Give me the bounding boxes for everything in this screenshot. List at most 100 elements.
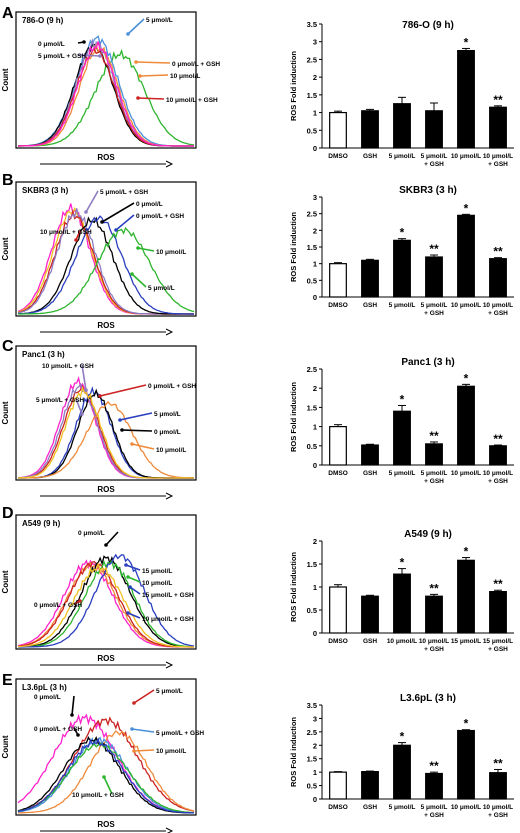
y-tick-label: 1.5	[307, 755, 317, 764]
label-arrow	[103, 776, 113, 795]
category-label: + GSH	[488, 310, 508, 317]
bar	[361, 259, 379, 298]
y-tick-label: 0	[313, 461, 317, 470]
label-arrow	[131, 273, 147, 288]
bar-title: Panc1 (3 h)	[401, 357, 454, 368]
significance-mark: *	[400, 392, 405, 406]
histogram-frame	[15, 514, 197, 650]
y-tick-label: 1.5	[307, 403, 317, 412]
flow-histogram: 786-O (9 h) 5 μmol/L 0 μmol/L 5 μmol/L + GS…	[1, 11, 220, 168]
label-arrow	[71, 695, 75, 716]
category-label: 5 μmol/L	[389, 153, 416, 160]
category-label: 10 μmol/L	[483, 804, 513, 811]
ros-arrow-head	[165, 160, 174, 168]
histogram-curve	[18, 226, 195, 315]
label-arrow-head	[82, 40, 86, 44]
bar	[329, 771, 347, 800]
category-label: + GSH	[488, 478, 508, 485]
bar-title: SKBR3 (3 h)	[399, 185, 457, 196]
bar-title: A549 (9 h)	[404, 529, 452, 540]
ros-arrow-head	[165, 492, 174, 500]
label-arrow-head	[100, 220, 104, 224]
histogram-xlabel: ROS	[97, 321, 115, 330]
histogram-curve	[17, 215, 194, 315]
category-label: GSH	[363, 470, 377, 477]
bar	[425, 595, 443, 634]
bar	[457, 729, 475, 800]
label-arrow	[131, 728, 155, 733]
category-label: GSH	[363, 302, 377, 309]
category-label: 5 μmol/L	[421, 153, 448, 160]
bar	[393, 573, 411, 634]
y-tick-label: 2.5	[307, 55, 317, 64]
label-arrow-head	[128, 585, 132, 589]
label-arrow	[99, 384, 147, 397]
y-tick-label: 3.5	[307, 20, 317, 29]
histogram-label: 10 μmol/L	[156, 249, 186, 256]
label-arrow-head	[138, 74, 142, 78]
histogram-label: 10 μmol/L	[156, 447, 186, 454]
y-tick-label: 2	[313, 537, 317, 546]
y-tick-label: 0.5	[307, 606, 317, 615]
category-label: + GSH	[488, 161, 508, 168]
histogram-label: 0 μmol/L + GSH	[34, 726, 82, 733]
category-label: + GSH	[488, 646, 508, 653]
label-arrow	[75, 398, 83, 415]
category-label: DMSO	[328, 302, 348, 309]
ros-arrow-head	[165, 827, 174, 833]
histogram-label: 5 μmol/L + GSH	[36, 397, 84, 404]
category-label: 10 μmol/L	[451, 302, 481, 309]
category-label: DMSO	[328, 470, 348, 477]
label-arrow	[85, 190, 99, 213]
label-arrow-head	[84, 388, 88, 392]
label-arrow-head	[76, 733, 80, 737]
category-label: + GSH	[488, 812, 508, 819]
label-arrow	[105, 531, 119, 546]
histogram-xlabel: ROS	[97, 485, 115, 494]
label-arrow-head	[130, 727, 134, 731]
bar	[489, 772, 507, 800]
bar-ylabel: ROS Fold induction	[289, 552, 298, 622]
label-arrow	[125, 564, 141, 571]
panel-e: E L3.6pL (3 h) 0 μmol/L 5 μmol/L 0 μmol/L + …	[1, 672, 514, 833]
category-label: 5 μmol/L	[421, 804, 448, 811]
y-tick-label: 0.5	[307, 782, 317, 791]
significance-mark: *	[464, 545, 469, 559]
label-arrow	[129, 586, 141, 595]
histogram-label: 0 μmol/L + GSH	[172, 61, 220, 68]
label-arrow-head	[130, 442, 134, 446]
label-arrow	[127, 18, 145, 35]
label-arrow-head	[132, 749, 136, 753]
histogram-label: 15 μmol/L + GSH	[142, 592, 194, 599]
ros-arrow-head	[165, 328, 174, 336]
bar	[329, 586, 347, 634]
y-tick-label: 3.5	[307, 701, 317, 710]
bar	[425, 443, 443, 466]
category-label: GSH	[363, 804, 377, 811]
bar	[457, 559, 475, 634]
bar-ylabel: ROS Fold induction	[289, 51, 298, 121]
histogram-curve	[17, 560, 194, 648]
bar	[329, 426, 347, 466]
significance-mark: **	[493, 432, 503, 446]
significance-mark: *	[464, 717, 469, 731]
significance-mark: **	[429, 759, 439, 773]
histogram-xlabel: ROS	[97, 153, 115, 162]
significance-mark: **	[493, 577, 503, 591]
histogram-label: 5 μmol/L	[154, 411, 181, 418]
category-label: 5 μmol/L	[421, 302, 448, 309]
bar-chart: A549 (9 h) 0 0.5 1 1.5 2 ROS Fold induction DMS…	[289, 529, 514, 653]
histogram-title: SKBR3 (3 h)	[22, 186, 69, 195]
bar	[489, 106, 507, 149]
histogram-title: 786-O (9 h)	[22, 16, 64, 25]
significance-mark: **	[493, 93, 503, 107]
category-label: 10 μmol/L	[387, 638, 417, 645]
category-label: 10 μmol/L	[419, 638, 449, 645]
histogram-label: 0 μmol/L + GSH	[136, 213, 184, 220]
histogram-label: 15 μmol/L	[142, 568, 172, 575]
bar-chart: Panc1 (3 h) 0 0.5 1 1.5 2 2.5 ROS Fold inductio…	[289, 357, 514, 485]
histogram-xlabel: ROS	[97, 654, 115, 663]
histogram-label: 0 μmol/L + GSH	[148, 383, 196, 390]
histogram-label: 0 μmol/L	[34, 694, 61, 701]
